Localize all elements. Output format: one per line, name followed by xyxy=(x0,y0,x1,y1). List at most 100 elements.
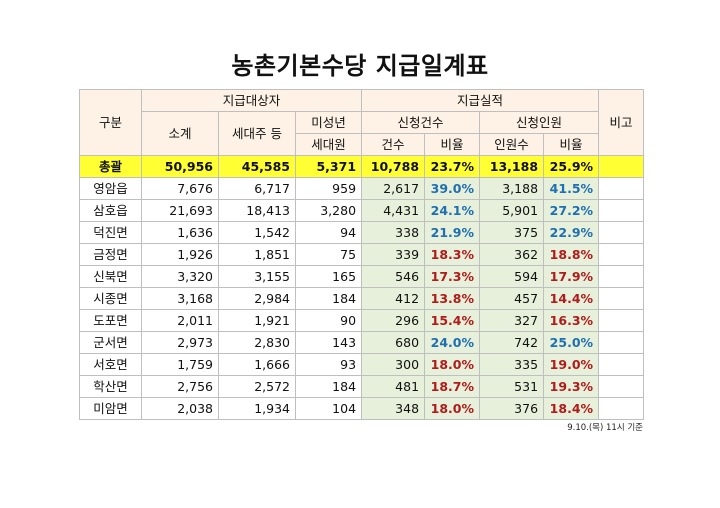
household-cell: 1,851 xyxy=(218,243,296,266)
household-cell: 3,155 xyxy=(218,265,296,288)
subtotal-cell: 2,756 xyxy=(141,375,219,398)
app-ratio-cell: 24.1% xyxy=(424,199,481,222)
header-row-1: 구분 지급대상자 지급실적 비고 xyxy=(79,89,645,156)
subtotal-cell: 1,636 xyxy=(141,221,219,244)
person-ratio-cell: 14.4% xyxy=(543,287,600,310)
person-ratio-cell: 25.0% xyxy=(543,331,600,354)
app-count-cell: 339 xyxy=(361,243,426,266)
app-ratio-cell: 23.7% xyxy=(424,155,481,178)
area-cell: 삼호읍 xyxy=(79,199,142,222)
subtotal-cell: 3,320 xyxy=(141,265,219,288)
remarks-cell xyxy=(598,375,645,398)
subtotal-cell: 1,759 xyxy=(141,353,219,376)
area-cell: 서호면 xyxy=(79,353,142,376)
household-header: 세대주 등 xyxy=(218,111,296,156)
applicants-group-header: 신청인원 xyxy=(479,111,600,134)
person-ratio-cell: 22.9% xyxy=(543,221,600,244)
person-ratio-cell: 17.9% xyxy=(543,265,600,288)
minor-header-line2: 세대원 xyxy=(294,133,363,156)
app-ratio-cell: 21.9% xyxy=(424,221,481,244)
persons-cell: 362 xyxy=(479,243,545,266)
remarks-cell xyxy=(598,331,645,354)
category-header: 구분 xyxy=(79,89,142,156)
remarks-cell xyxy=(598,155,645,178)
area-cell: 신북면 xyxy=(79,265,142,288)
remarks-cell xyxy=(598,265,645,288)
remarks-cell xyxy=(598,221,645,244)
area-cell: 영암읍 xyxy=(79,177,142,200)
app-ratio-cell: 18.3% xyxy=(424,243,481,266)
household-cell: 2,572 xyxy=(218,375,296,398)
minor-cell: 5,371 xyxy=(294,155,363,178)
subtotal-header: 소계 xyxy=(141,111,219,156)
table-row: 삼호읍 21,693 18,413 3,280 4,431 24.1% 5,901 27.2% xyxy=(79,199,645,222)
app-count-cell: 680 xyxy=(361,331,426,354)
minor-cell: 3,280 xyxy=(294,199,363,222)
persons-cell: 335 xyxy=(479,353,545,376)
app-count-cell: 338 xyxy=(361,221,426,244)
table-row: 서호면 1,759 1,666 93 300 18.0% 335 19.0% xyxy=(79,353,645,376)
persons-cell: 3,188 xyxy=(479,177,545,200)
app-ratio-cell: 17.3% xyxy=(424,265,481,288)
minor-cell: 959 xyxy=(294,177,363,200)
persons-cell: 376 xyxy=(479,397,545,420)
table-row: 시종면 3,168 2,984 184 412 13.8% 457 14.4% xyxy=(79,287,645,310)
app-ratio-cell: 18.0% xyxy=(424,397,481,420)
subtotal-cell: 3,168 xyxy=(141,287,219,310)
subtotal-cell: 7,676 xyxy=(141,177,219,200)
app-count-cell: 481 xyxy=(361,375,426,398)
document-title: 농촌기본수당 지급일계표 xyxy=(231,52,489,80)
minor-cell: 143 xyxy=(294,331,363,354)
subtotal-cell: 2,038 xyxy=(141,397,219,420)
remarks-header: 비고 xyxy=(598,89,645,156)
app-count-cell: 300 xyxy=(361,353,426,376)
app-count-cell: 412 xyxy=(361,287,426,310)
app-ratio-cell: 39.0% xyxy=(424,177,481,200)
persons-cell: 13,188 xyxy=(479,155,545,178)
household-cell: 1,542 xyxy=(218,221,296,244)
area-cell: 군서면 xyxy=(79,331,142,354)
remarks-cell xyxy=(598,309,645,332)
persons-header: 인원수 xyxy=(479,133,545,156)
minor-cell: 184 xyxy=(294,287,363,310)
area-cell: 학산면 xyxy=(79,375,142,398)
minor-cell: 93 xyxy=(294,353,363,376)
persons-cell: 594 xyxy=(479,265,545,288)
timestamp-footnote: 9.10.(목) 11시 기준 xyxy=(567,423,643,433)
minor-cell: 104 xyxy=(294,397,363,420)
person-ratio-cell: 25.9% xyxy=(543,155,600,178)
total-row: 총괄 50,956 45,585 5,371 10,788 23.7% 13,1… xyxy=(79,155,645,178)
remarks-cell xyxy=(598,287,645,310)
area-cell: 시종면 xyxy=(79,287,142,310)
app-count-cell: 348 xyxy=(361,397,426,420)
person-ratio-cell: 16.3% xyxy=(543,309,600,332)
remarks-cell xyxy=(598,353,645,376)
table-row: 미암면 2,038 1,934 104 348 18.0% 376 18.4% xyxy=(79,397,645,420)
app-ratio-cell: 13.8% xyxy=(424,287,481,310)
remarks-cell xyxy=(598,199,645,222)
area-cell: 금정면 xyxy=(79,243,142,266)
area-cell: 미암면 xyxy=(79,397,142,420)
household-cell: 2,830 xyxy=(218,331,296,354)
applications-group-header: 신청건수 xyxy=(361,111,481,134)
minor-cell: 165 xyxy=(294,265,363,288)
persons-cell: 457 xyxy=(479,287,545,310)
header-row-2: 소계 세대주 등 미성년 신청건수 신청인원 xyxy=(80,111,644,156)
performance-group-header: 지급실적 xyxy=(361,89,600,112)
table-row: 덕진면 1,636 1,542 94 338 21.9% 375 22.9% xyxy=(79,221,645,244)
subtotal-cell: 21,693 xyxy=(141,199,219,222)
payment-summary-table: 구분 지급대상자 지급실적 비고 소계 세대주 등 미성년 신청건수 신청인원 … xyxy=(79,89,645,420)
household-cell: 18,413 xyxy=(218,199,296,222)
header-row-3: 세대원 건수 비율 인원수 비율 xyxy=(80,133,644,156)
subtotal-cell: 50,956 xyxy=(141,155,219,178)
household-cell: 1,666 xyxy=(218,353,296,376)
table-row: 영암읍 7,676 6,717 959 2,617 39.0% 3,188 41.5% xyxy=(79,177,645,200)
app-count-cell: 296 xyxy=(361,309,426,332)
app-count-cell: 10,788 xyxy=(361,155,426,178)
app-count-cell: 2,617 xyxy=(361,177,426,200)
table-row: 도포면 2,011 1,921 90 296 15.4% 327 16.3% xyxy=(79,309,645,332)
minor-cell: 90 xyxy=(294,309,363,332)
table-row: 학산면 2,756 2,572 184 481 18.7% 531 19.3% xyxy=(79,375,645,398)
app-ratio-cell: 24.0% xyxy=(424,331,481,354)
persons-cell: 375 xyxy=(479,221,545,244)
